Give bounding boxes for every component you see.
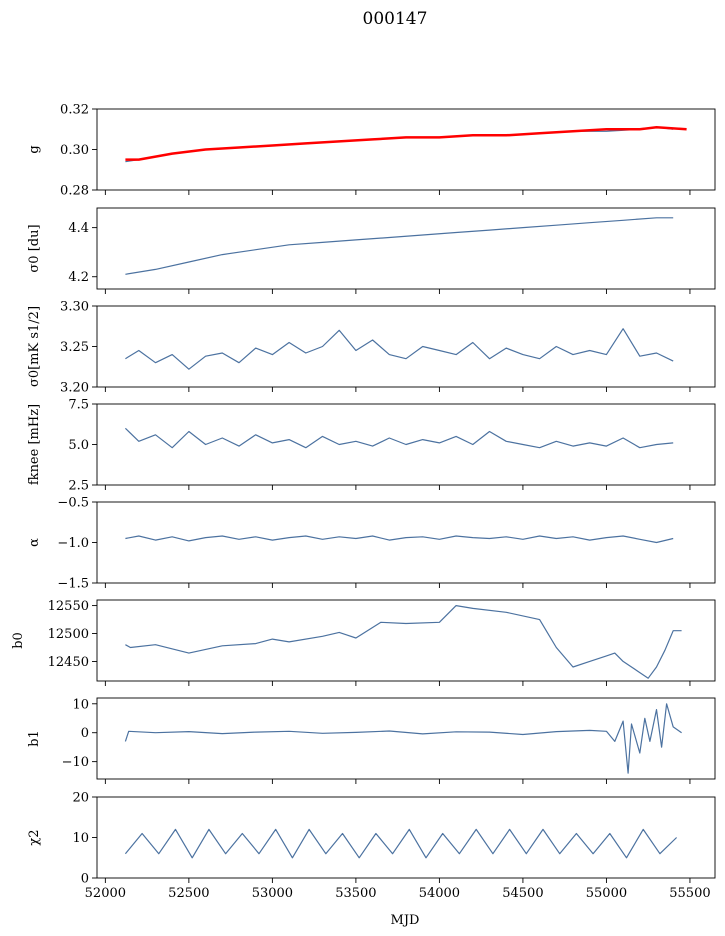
series-line (125, 604, 682, 679)
y-axis-label: b0 (11, 632, 26, 649)
y-tick-label: 0.30 (60, 143, 89, 158)
y-tick-label: 4.4 (68, 221, 89, 236)
axes-frame (96, 599, 716, 682)
y-tick-label: 2.5 (68, 479, 89, 494)
y-tick-label: 4.2 (68, 270, 89, 285)
panel-sigma0-mk: 3.20 3.25 3.30 σ0[mK s1/2] (27, 300, 716, 396)
y-tick-label: −1.0 (57, 536, 89, 551)
x-tick-label: 54000 (419, 886, 460, 901)
y-tick-label: 10 (72, 697, 89, 712)
series-line (124, 427, 674, 449)
series-line (125, 535, 674, 544)
series-line (125, 125, 687, 161)
y-tick-label: 3.20 (60, 381, 89, 396)
y-tick-label: 10 (72, 831, 89, 846)
x-tick-label: 55500 (669, 886, 710, 901)
y-tick-label: 0.28 (60, 184, 89, 199)
panel-fknee: 2.5 5.0 7.5 fknee [mHz] (27, 398, 716, 494)
axes-frame (96, 305, 716, 388)
figure-title: 000147 (363, 9, 428, 29)
panel-b0: 12450 12500 12550 b0 (11, 599, 716, 686)
y-tick-label: 3.25 (60, 340, 89, 355)
axes-frame (96, 697, 716, 780)
panel-alpha: −1.5 −1.0 −0.5 α (27, 496, 716, 592)
series-line (124, 703, 682, 774)
y-tick-label: −1.5 (57, 577, 89, 592)
y-tick-label: 20 (72, 791, 89, 806)
y-tick-label: 12550 (48, 599, 89, 614)
panel-b1: −10 0 10 b1 (27, 697, 716, 784)
y-tick-label: 7.5 (68, 398, 89, 413)
y-tick-label: −0.5 (57, 496, 89, 511)
panel-sigma0-du: 4.2 4.4 σ0 [du] (27, 207, 716, 294)
y-axis-label: g (27, 145, 42, 153)
y-axis-label: b1 (27, 730, 42, 747)
x-axis-label: MJD (391, 913, 420, 928)
x-tick-label: 54500 (502, 886, 543, 901)
x-tick-label: 53000 (252, 886, 293, 901)
panels: 0.28 0.30 0.32 g 4.2 4.4 σ0 [du] 3.20 3.25 3.30 σ0… (11, 103, 716, 901)
y-axis-label: σ0[mK s1/2] (27, 306, 42, 387)
y-axis-label: α (27, 538, 42, 547)
series-line (124, 828, 678, 859)
y-tick-label: 0.32 (60, 103, 89, 118)
axes-frame (96, 108, 716, 191)
y-tick-label: 0 (81, 726, 89, 741)
series-line (125, 328, 674, 370)
panel-chi2: 0 10 20 52000 52500 53000 53500 54000 54500 55000… (27, 791, 716, 901)
y-axis-label: σ0 [du] (27, 224, 42, 272)
y-tick-label: 0 (81, 872, 89, 887)
axes-frame (96, 796, 716, 879)
x-tick-label: 52500 (168, 886, 209, 901)
series-line (125, 126, 674, 163)
y-axis-label: fknee [mHz] (27, 404, 42, 485)
x-tick-label: 55000 (586, 886, 627, 901)
series-line (125, 217, 674, 275)
x-tick-label: 52000 (85, 886, 126, 901)
y-tick-label: 12450 (48, 655, 89, 670)
y-tick-label: 3.30 (60, 300, 89, 315)
axes-frame (96, 207, 716, 290)
x-tick-label: 53500 (335, 886, 376, 901)
y-tick-label: 12500 (48, 627, 89, 642)
y-tick-label: −10 (62, 755, 89, 770)
panel-g: 0.28 0.30 0.32 g (27, 103, 716, 199)
axes-frame (96, 501, 716, 584)
y-tick-label: 5.0 (68, 438, 89, 453)
y-axis-label: χ2 (27, 829, 42, 845)
